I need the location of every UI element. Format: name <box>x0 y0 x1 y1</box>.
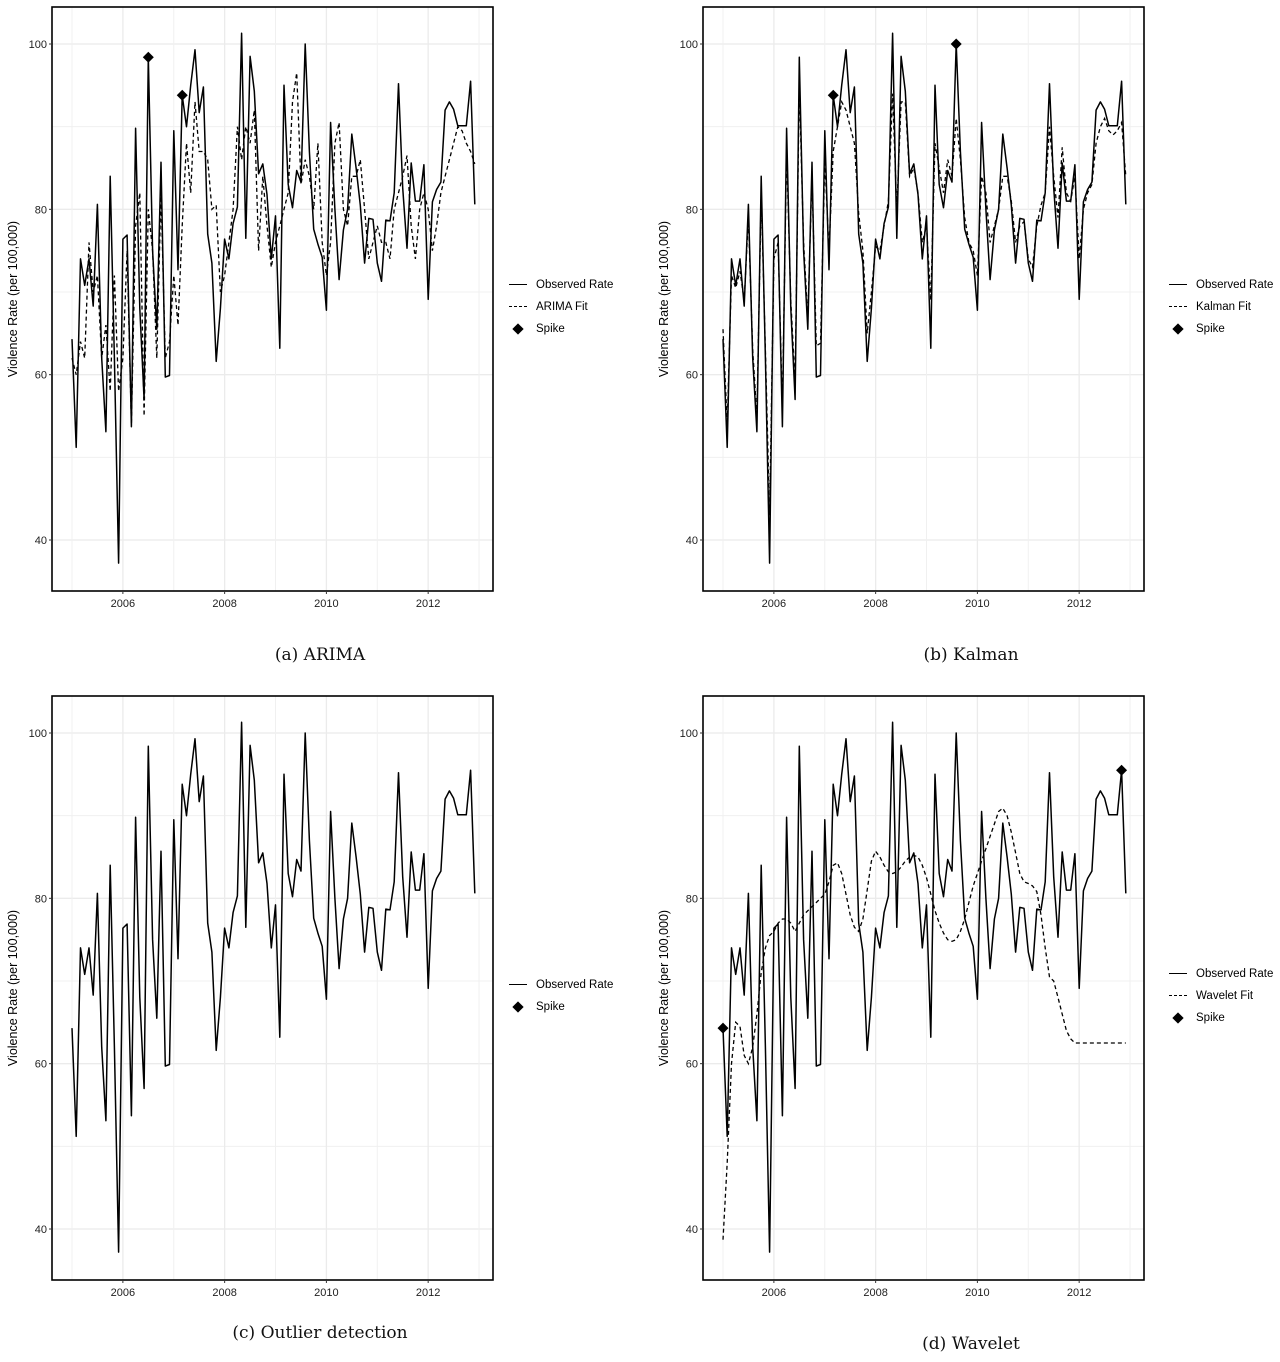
legend-item-spike: Spike <box>1166 1007 1273 1029</box>
legend: Observed Rate Wavelet Fit Spike <box>1166 963 1273 1029</box>
plot-frame <box>51 695 494 1281</box>
fit-line <box>71 72 476 425</box>
x-tick-label: 2008 <box>863 1287 887 1299</box>
y-tick-label: 100 <box>29 728 47 740</box>
legend-item-observed: Observed Rate <box>506 274 613 296</box>
panel-caption: (d) Wavelet <box>922 1334 1020 1354</box>
x-tick-label: 2008 <box>212 1287 236 1299</box>
y-tick-label: 100 <box>680 728 698 740</box>
y-axis-label: Violence Rate (per 100,000) <box>6 221 20 377</box>
y-tick-label: 80 <box>35 204 47 216</box>
plot-frame <box>51 6 494 592</box>
y-tick-label: 80 <box>686 204 698 216</box>
diamond-icon <box>506 323 530 335</box>
x-tick-label: 2006 <box>111 1287 135 1299</box>
y-tick-label: 60 <box>35 1059 47 1071</box>
x-tick-label: 2008 <box>863 598 887 610</box>
spike-marker <box>717 1022 729 1034</box>
diamond-icon <box>1166 323 1190 335</box>
x-tick-label: 2012 <box>1067 1287 1091 1299</box>
observed-line <box>71 721 476 1253</box>
panel-caption: (c) Outlier detection <box>232 1323 408 1343</box>
fit-line <box>722 807 1126 1240</box>
y-axis-label: Violence Rate (per 100,000) <box>6 910 20 1066</box>
y-tick-label: 40 <box>686 1224 698 1236</box>
x-tick-label: 2006 <box>762 1287 786 1299</box>
plot-frame <box>702 6 1145 592</box>
y-tick-label: 80 <box>35 893 47 905</box>
spike-marker <box>1116 764 1128 776</box>
x-tick-label: 2008 <box>212 598 236 610</box>
y-tick-label: 80 <box>686 893 698 905</box>
y-tick-label: 60 <box>686 1059 698 1071</box>
diamond-icon <box>1166 1012 1190 1024</box>
x-tick-label: 2010 <box>965 1287 989 1299</box>
panel-caption: (a) ARIMA <box>274 645 366 665</box>
chart-area: 40 60 80 100 2006 2008 2010 2012 Violence Rate (… <box>6 695 494 1299</box>
x-tick-label: 2010 <box>965 598 989 610</box>
chart-area: 40 60 80 100 2006 2008 2010 2012 Violence Rate (… <box>657 6 1145 610</box>
observed-line <box>722 721 1127 1253</box>
spike-marker <box>176 89 188 101</box>
plot-frame <box>702 695 1145 1281</box>
x-tick-label: 2006 <box>762 598 786 610</box>
y-tick-label: 40 <box>35 1224 47 1236</box>
legend-item-spike: Spike <box>506 318 613 340</box>
panel-arima: 40 60 80 100 2006 2008 2010 2012 Violence Rate (… <box>0 0 640 673</box>
legend: Observed Rate Kalman Fit Spike <box>1166 274 1273 340</box>
spike-marker <box>827 89 839 101</box>
legend: Observed Rate ARIMA Fit Spike <box>506 274 613 340</box>
y-tick-label: 60 <box>35 370 47 382</box>
y-tick-label: 40 <box>35 535 47 547</box>
legend-item-observed: Observed Rate <box>1166 963 1273 985</box>
legend-item-spike: Spike <box>506 996 613 1018</box>
solid-line-icon <box>506 979 530 991</box>
y-tick-label: 100 <box>29 39 47 51</box>
y-tick-label: 60 <box>686 370 698 382</box>
x-tick-label: 2012 <box>1067 598 1091 610</box>
y-tick-label: 40 <box>686 535 698 547</box>
legend-item-fit: Wavelet Fit <box>1166 985 1273 1007</box>
x-tick-label: 2012 <box>416 1287 440 1299</box>
legend-item-observed: Observed Rate <box>1166 274 1273 296</box>
observed-line <box>722 32 1127 564</box>
dashed-line-icon <box>1166 990 1190 1002</box>
chart-area: 40 60 80 100 2006 2008 2010 2012 Violence Rate (… <box>6 6 494 610</box>
grid <box>703 696 1144 1280</box>
x-tick-label: 2006 <box>111 598 135 610</box>
y-axis-label: Violence Rate (per 100,000) <box>657 910 671 1066</box>
panel-wavelet: 40 60 80 100 2006 2008 2010 2012 Violence Rate (… <box>651 689 1280 1362</box>
y-axis-label: Violence Rate (per 100,000) <box>657 221 671 377</box>
solid-line-icon <box>1166 279 1190 291</box>
diamond-icon <box>506 1001 530 1013</box>
observed-line <box>71 32 476 564</box>
legend-item-spike: Spike <box>1166 318 1273 340</box>
solid-line-icon <box>1166 968 1190 980</box>
panel-outlier: 40 60 80 100 2006 2008 2010 2012 Violence Rate (… <box>0 689 640 1362</box>
legend: Observed Rate Spike <box>506 974 613 1018</box>
chart-area: 40 60 80 100 2006 2008 2010 2012 Violence Rate (… <box>657 695 1145 1299</box>
x-tick-label: 2010 <box>314 1287 338 1299</box>
dashed-line-icon <box>506 301 530 313</box>
panel-caption: (b) Kalman <box>923 645 1019 665</box>
legend-item-fit: ARIMA Fit <box>506 296 613 318</box>
solid-line-icon <box>506 279 530 291</box>
legend-item-fit: Kalman Fit <box>1166 296 1273 318</box>
fit-line <box>722 85 1127 516</box>
spike-marker <box>142 51 154 63</box>
legend-item-observed: Observed Rate <box>506 974 613 996</box>
dashed-line-icon <box>1166 301 1190 313</box>
grid <box>703 7 1144 591</box>
y-tick-label: 100 <box>680 39 698 51</box>
x-tick-label: 2010 <box>314 598 338 610</box>
spike-marker <box>950 38 962 50</box>
x-tick-label: 2012 <box>416 598 440 610</box>
panel-kalman: 40 60 80 100 2006 2008 2010 2012 Violence Rate (… <box>651 0 1280 673</box>
